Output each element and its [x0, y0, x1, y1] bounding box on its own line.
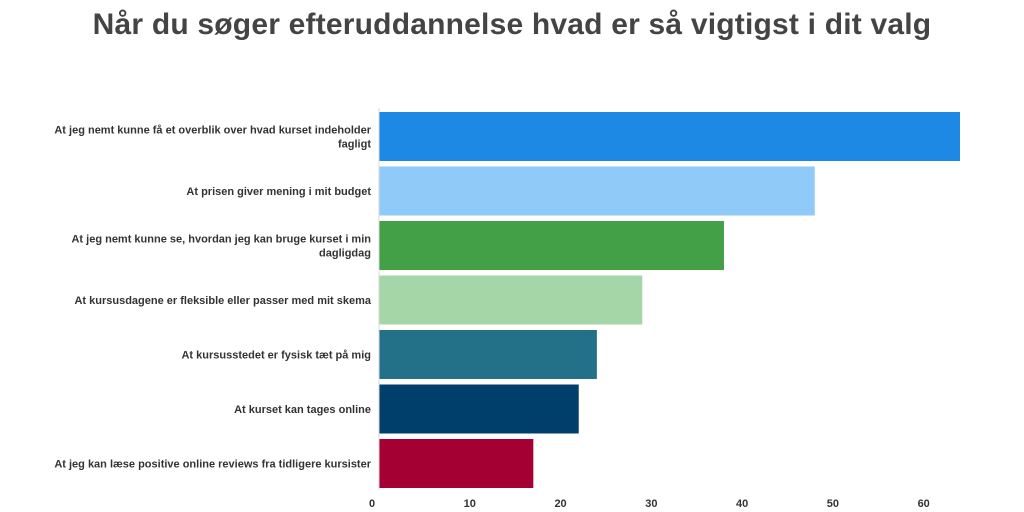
category-label-4: At kursusdagene er fleksible eller passe…: [74, 295, 371, 307]
category-label-3: At jeg nemt kunne se, hvordan jeg kan br…: [71, 234, 371, 260]
bar-3: [379, 221, 724, 270]
bar-7: [379, 439, 534, 488]
category-labels: At jeg nemt kunne få et overblik over hv…: [54, 125, 372, 471]
chart-title: Når du søger efteruddannelse hvad er så …: [92, 8, 932, 41]
category-label-5: At kursusstedet er fysisk tæt på mig: [181, 350, 371, 362]
x-tick-0: 0: [369, 498, 375, 510]
bar-6: [379, 384, 579, 434]
x-tick-20: 20: [554, 498, 566, 510]
x-tick-60: 60: [918, 498, 930, 510]
bar-1: [379, 112, 960, 161]
category-label-1: At jeg nemt kunne få et overblik over hv…: [54, 125, 371, 151]
x-tick-50: 50: [827, 498, 839, 510]
category-label-6: At kurset kan tages online: [234, 404, 371, 416]
x-tick-40: 40: [736, 498, 748, 510]
bar-4: [379, 275, 643, 325]
x-axis-ticks: 0 10 20 30 40 50 60: [369, 498, 930, 510]
category-label-7: At jeg kan læse positive online reviews …: [54, 459, 371, 471]
bar-2: [379, 166, 815, 216]
category-label-2: At prisen giver mening i mit budget: [186, 186, 371, 198]
x-tick-10: 10: [464, 498, 476, 510]
x-tick-30: 30: [645, 498, 657, 510]
bars-layer: [379, 112, 960, 488]
bar-5: [379, 330, 597, 379]
